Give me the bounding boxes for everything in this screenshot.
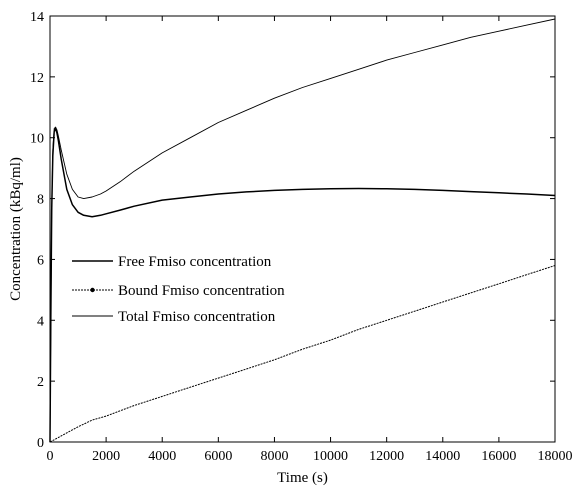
x-tick-label: 0	[47, 449, 54, 464]
y-tick-label: 4	[37, 314, 44, 329]
legend-label-2: Bound Fmiso concentration	[118, 283, 285, 299]
x-tick-label: 6000	[204, 449, 232, 464]
series-line-3	[49, 18, 556, 443]
series-line-2	[49, 265, 556, 443]
y-tick-label: 8	[37, 193, 44, 208]
legend-label-1: Free Fmiso concentration	[118, 254, 272, 270]
y-tick-label: 2	[37, 375, 44, 390]
series-line-1	[49, 127, 556, 443]
legend-marker-2	[90, 287, 95, 293]
legend-label-3: Total Fmiso concentration	[118, 309, 276, 325]
plot-frame	[49, 15, 556, 443]
x-tick-label: 12000	[369, 449, 404, 464]
y-tick-label: 6	[37, 253, 44, 268]
x-axis-title: Time (s)	[277, 470, 328, 486]
y-tick-label: 14	[30, 10, 44, 25]
y-tick-label: 10	[30, 132, 44, 147]
x-tick-label: 2000	[92, 449, 120, 464]
x-tick-label: 16000	[481, 449, 516, 464]
x-tick-label: 8000	[260, 449, 288, 464]
legend: Free Fmiso concentration Bound Fmiso conc…	[72, 254, 285, 325]
y-tick-label: 0	[37, 436, 44, 451]
x-tick-label: 14000	[425, 449, 460, 464]
y-tick-label: 12	[30, 71, 44, 86]
y-axis-title: Concentration (kBq/ml)	[8, 157, 24, 301]
x-tick-label: 18000	[538, 449, 573, 464]
x-tick-label: 4000	[148, 449, 176, 464]
axes: 0 2000 4000 6000 8000 10000 12000 14000 16000 180…	[30, 10, 573, 464]
plot-area	[49, 18, 556, 443]
x-tick-label: 10000	[313, 449, 348, 464]
